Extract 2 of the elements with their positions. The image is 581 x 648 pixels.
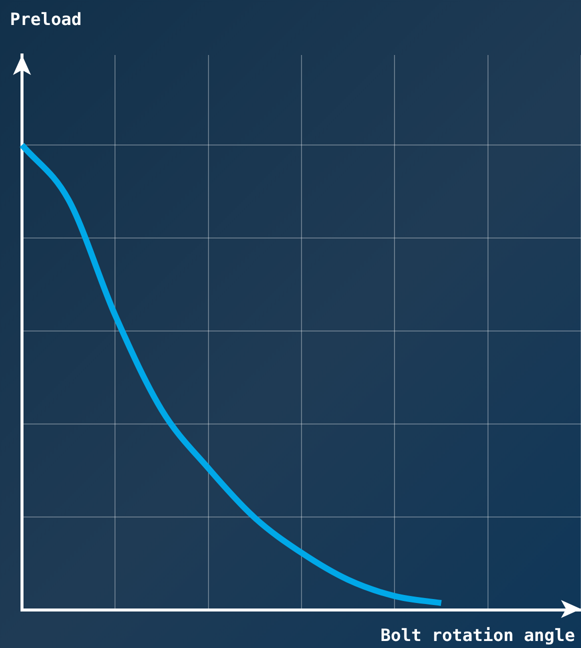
x-axis-title: Bolt rotation angle — [380, 626, 575, 646]
text: Preload — [10, 10, 82, 30]
